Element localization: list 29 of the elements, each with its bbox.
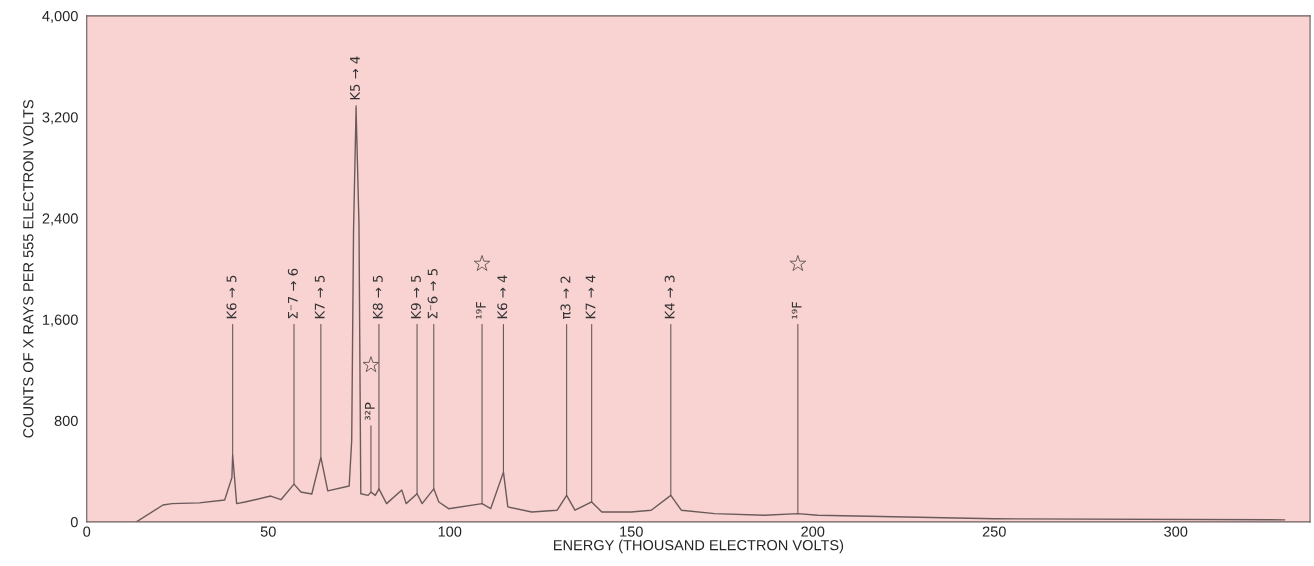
x-tick-label: 50 [260,526,276,537]
x-tick-label: 300 [1164,526,1188,537]
annotation: K4 → 3 [664,275,675,319]
annotation: K7 → 4 [585,275,596,319]
y-tick-label: 4,000 [42,10,78,23]
y-axis-title: COUNTS OF X RAYS PER 555 ELECTRON VOLTS [23,100,34,438]
annotation: ¹⁹F [791,302,802,319]
annotation: Σ⁻6 → 5 [427,269,438,319]
annotation: π3 → 2 [560,276,571,319]
annotation: ¹⁹F [475,302,486,319]
annotation: ³²P [364,402,375,421]
y-tick-label: 0 [70,516,78,528]
annotation: K9 → 5 [410,275,421,319]
annotation: K7 → 5 [314,275,325,319]
x-tick-label: 0 [83,526,91,537]
annotation: K6 → 4 [497,275,508,319]
annotation: K5 → 4 [350,56,360,100]
x-tick-label: 200 [801,526,825,537]
x-tick-label: 150 [620,526,643,537]
annotation: K8 → 5 [372,275,383,319]
annotation: K6 → 5 [226,275,237,319]
y-tick-label: 1,600 [43,314,78,327]
x-tick-label: 250 [982,526,1006,537]
y-tick-label: 3,200 [42,112,78,125]
annotation: Σ⁻7 → 6 [287,268,298,319]
x-tick-label: 100 [438,526,462,537]
y-tick-label: 800 [54,415,78,427]
y-tick-label: 2,400 [42,213,78,226]
x-axis-title: ENERGY (THOUSAND ELECTRON VOLTS) [554,539,844,554]
